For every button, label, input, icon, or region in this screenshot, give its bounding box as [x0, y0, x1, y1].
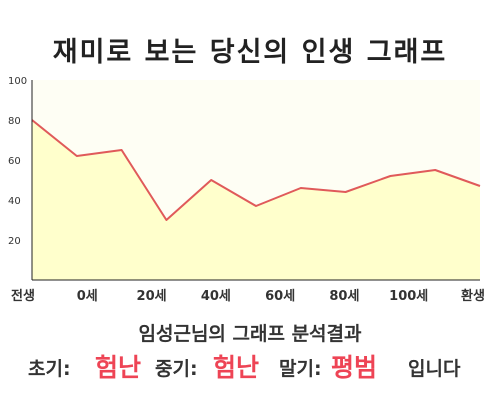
area-fill — [32, 120, 480, 280]
middle-value: 험난 — [213, 353, 260, 382]
y-tick-label: 100 — [8, 76, 27, 87]
analysis-result: 초기: 험난 중기: 험난 말기: 평범 입니다 — [0, 346, 500, 382]
middle-label: 중기: — [155, 358, 198, 380]
early-value: 험난 — [95, 353, 142, 382]
x-tick-label: 80세 — [329, 289, 359, 304]
x-tick-label: 60세 — [265, 289, 295, 304]
y-tick-label: 40 — [8, 196, 21, 207]
x-tick-label: 환생 — [461, 288, 485, 304]
x-tick-label: 전생 — [11, 288, 35, 304]
late-value: 평범 — [331, 353, 378, 382]
early-label: 초기: — [28, 358, 71, 380]
x-tick-label: 100세 — [389, 289, 428, 304]
page-title: 재미로 보는 당신의 인생 그래프 — [52, 37, 448, 68]
y-tick-label: 80 — [8, 116, 21, 127]
analysis-title: 임성근님의 그래프 분석결과 — [138, 323, 362, 345]
ending-text: 입니다 — [408, 358, 461, 380]
x-tick-label: 0세 — [77, 289, 98, 304]
y-tick-label: 20 — [8, 236, 21, 247]
y-tick-label: 60 — [8, 156, 21, 167]
series-line — [31, 119, 481, 221]
late-label: 말기: — [279, 358, 322, 380]
x-tick-label: 20세 — [137, 289, 167, 304]
x-tick-label: 40세 — [201, 289, 231, 304]
